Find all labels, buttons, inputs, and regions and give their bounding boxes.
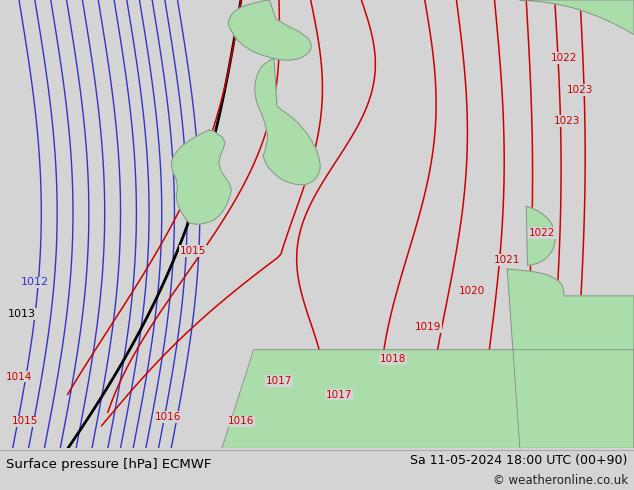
Polygon shape	[171, 130, 231, 224]
Polygon shape	[255, 58, 320, 185]
Polygon shape	[507, 269, 634, 448]
Polygon shape	[526, 206, 555, 266]
Text: 1022: 1022	[529, 228, 555, 238]
Text: 1018: 1018	[380, 354, 406, 364]
Text: 1014: 1014	[6, 371, 32, 382]
Text: Surface pressure [hPa] ECMWF: Surface pressure [hPa] ECMWF	[6, 458, 212, 471]
Text: © weatheronline.co.uk: © weatheronline.co.uk	[493, 474, 628, 488]
Text: 1017: 1017	[266, 376, 292, 386]
Text: 1022: 1022	[551, 53, 578, 63]
Text: 1017: 1017	[326, 390, 353, 399]
Text: Sa 11-05-2024 18:00 UTC (00+90): Sa 11-05-2024 18:00 UTC (00+90)	[410, 454, 628, 467]
Text: 1015: 1015	[12, 416, 39, 426]
Polygon shape	[222, 350, 634, 448]
Polygon shape	[520, 0, 634, 34]
Text: 1023: 1023	[567, 85, 593, 95]
Text: 1015: 1015	[180, 246, 207, 256]
Text: 1023: 1023	[554, 116, 581, 126]
Text: 1019: 1019	[415, 322, 441, 332]
Polygon shape	[228, 0, 311, 60]
Text: 1016: 1016	[155, 412, 181, 422]
Text: 1016: 1016	[228, 416, 254, 426]
Text: 1021: 1021	[494, 255, 521, 265]
Text: 1020: 1020	[459, 287, 486, 296]
Text: 1012: 1012	[21, 277, 49, 288]
Text: 1013: 1013	[8, 309, 36, 319]
